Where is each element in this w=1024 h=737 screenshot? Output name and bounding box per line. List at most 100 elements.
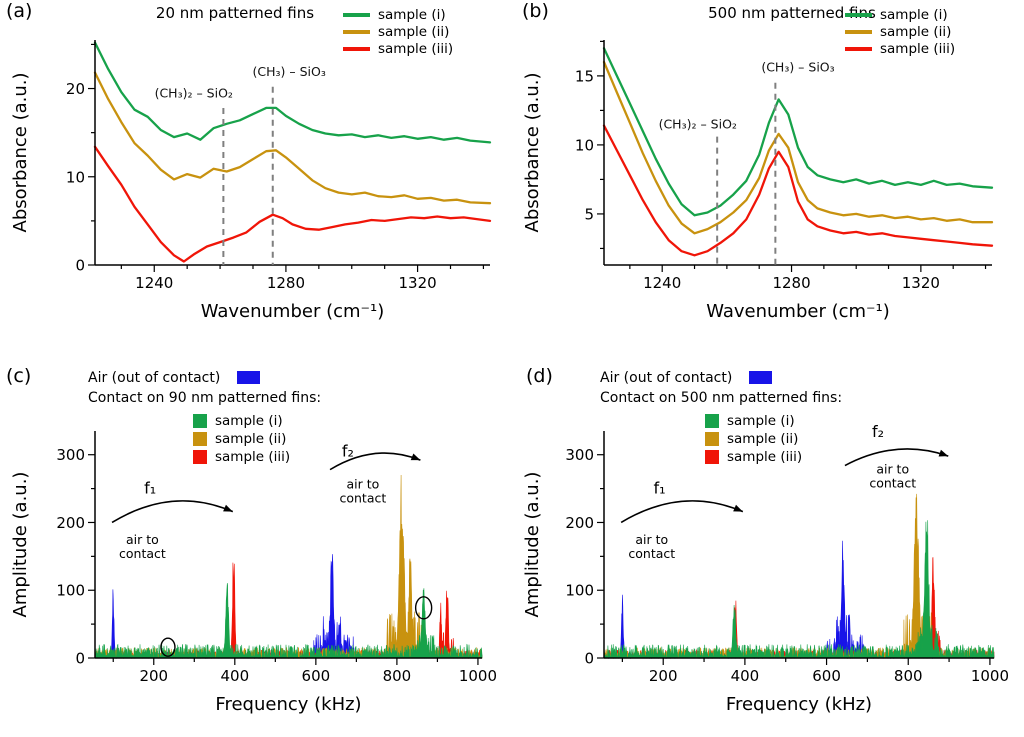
legend-item: sample (iii): [705, 449, 802, 465]
y-axis-label: Amplitude (a.u.): [522, 472, 543, 618]
legend-label: sample (ii): [378, 23, 450, 40]
legend-item: sample (iii): [845, 40, 956, 57]
legend-swatch-square: [193, 431, 207, 446]
annotation-text: air to: [635, 532, 668, 547]
y-tick-label: 100: [565, 582, 594, 600]
legend-item: sample (i): [193, 412, 290, 429]
annotation-arrowhead: [938, 449, 949, 457]
x-tick-label: 600: [812, 667, 841, 685]
y-axis-label: Absorbance (a.u.): [10, 72, 31, 232]
annotation-text: f₁: [654, 478, 666, 497]
highlight-circle: [160, 637, 176, 657]
x-tick-label: 800: [894, 667, 923, 685]
guide-label: (CH₃) – SiO₃: [761, 60, 834, 75]
legend-contact-d: Contact on 500 nm patterned fins:: [600, 390, 843, 406]
x-tick-label: 1320: [902, 274, 940, 292]
series-sample-iii: [602, 124, 994, 257]
legend-swatch-line: [343, 29, 370, 34]
guide-label: (CH₃)₂ – SiO₂: [155, 85, 233, 100]
panel-a: 1240 1280 1320 0 10 20 Wavenumber (cm⁻¹) Absorb…: [0, 0, 512, 363]
annotation-arrow: [329, 452, 421, 471]
legend-label: sample (iii): [215, 448, 291, 465]
chart-d-canvas: 200 400 600 800 1000 0 100 200 300 Frequency (kHz…: [522, 422, 1009, 715]
legend-swatch-square: [193, 413, 207, 428]
x-axis-label: Wavenumber (cm⁻¹): [706, 301, 890, 322]
annotation-text: f₂: [872, 422, 884, 441]
annotation-arrowhead: [410, 453, 421, 461]
panel-title-b: 500 nm patterned fins: [708, 4, 876, 22]
y-tick-label: 0: [75, 257, 85, 275]
legend-label: sample (iii): [880, 40, 956, 57]
legend-label: sample (i): [880, 6, 948, 23]
annotation-arrowhead: [223, 504, 233, 512]
annotation-arrow: [111, 500, 234, 524]
annotation-text: air to: [126, 532, 159, 547]
legend-swatch-line: [845, 12, 872, 17]
annotation-arrowhead: [733, 504, 743, 512]
panel-d: 200 400 600 800 1000 0 100 200 300 Frequency (kHz…: [512, 363, 1024, 737]
legend-item: sample (ii): [705, 430, 802, 447]
legend-item: sample (iii): [343, 40, 454, 57]
y-tick-label: 10: [575, 136, 594, 154]
panel-label-c: (c): [6, 365, 32, 387]
legend-b: sample (i) sample (ii) sample (iii): [845, 6, 956, 57]
legend-air-swatch: [749, 371, 773, 384]
series-sample-i: [602, 47, 994, 217]
legend-label: sample (ii): [880, 23, 952, 40]
series-sample-i: [93, 41, 492, 144]
legend-item: sample (ii): [845, 23, 955, 40]
legend-item: sample (i): [845, 6, 955, 23]
y-axis-label: Amplitude (a.u.): [10, 472, 31, 618]
y-tick-label: 10: [66, 168, 85, 186]
legend-item: sample (ii): [343, 23, 453, 40]
annotation-arrow: [844, 448, 949, 467]
y-tick-label: 5: [584, 205, 594, 223]
y-tick-label: 0: [75, 650, 85, 668]
legend-swatch-line: [343, 12, 370, 17]
legend-swatch-square: [705, 431, 719, 446]
legend-swatch-line: [845, 29, 872, 34]
legend-air-d: Air (out of contact): [600, 369, 773, 386]
annotation-text: f₁: [144, 478, 156, 497]
guide-label: (CH₃)₂ – SiO₂: [659, 116, 737, 131]
legend-swatch-square: [705, 449, 719, 464]
legend-c: sample (i) sample (ii) sample (iii): [193, 412, 291, 465]
annotation-text: air to: [876, 462, 909, 477]
x-tick-label: 1280: [772, 274, 810, 292]
legend-d: sample (i) sample (ii) sample (iii): [705, 412, 802, 465]
x-tick-label: 1280: [267, 274, 305, 292]
x-tick-label: 200: [139, 667, 168, 685]
legend-label: sample (ii): [727, 430, 799, 447]
series-sample-i: [94, 583, 483, 660]
legend-item: sample (ii): [193, 430, 290, 447]
x-tick-label: 800: [383, 667, 412, 685]
panel-b: 1240 1280 1320 5 10 15 Wavenumber (cm⁻¹) Absorb…: [512, 0, 1024, 363]
y-tick-label: 200: [565, 514, 594, 532]
highlight-circle: [414, 596, 433, 620]
x-tick-label: 600: [302, 667, 331, 685]
x-axis-label: Wavenumber (cm⁻¹): [201, 301, 385, 322]
panel-c: 200 400 600 800 1000 0 100 200 300 Frequency (kHz…: [0, 363, 512, 737]
x-axis-label: Frequency (kHz): [215, 694, 361, 715]
legend-contact-c: Contact on 90 nm patterned fins:: [88, 390, 322, 406]
y-tick-label: 15: [575, 67, 594, 85]
legend-label: sample (iii): [378, 40, 454, 57]
x-tick-label: 1240: [135, 274, 173, 292]
legend-label: sample (i): [215, 412, 283, 429]
guide-label: (CH₃) – SiO₃: [253, 64, 326, 79]
legend-a: sample (i) sample (ii) sample (iii): [343, 6, 454, 57]
panel-label-a: (a): [6, 0, 33, 22]
y-tick-label: 20: [66, 80, 85, 98]
legend-label: sample (i): [727, 412, 795, 429]
panel-title-a: 20 nm patterned fins: [155, 4, 315, 22]
y-tick-label: 300: [565, 446, 594, 464]
chart-b-canvas: 1240 1280 1320 5 10 15 Wavenumber (cm⁻¹) Absorb…: [522, 40, 994, 322]
x-tick-label: 1000: [459, 667, 497, 685]
legend-air-label: Air (out of contact): [600, 369, 733, 386]
annotation-arrow: [620, 500, 744, 524]
legend-swatch-square: [705, 413, 719, 428]
legend-item: sample (i): [705, 412, 802, 429]
legend-label: sample (ii): [215, 430, 287, 447]
legend-label: sample (i): [378, 6, 446, 23]
series-sample-iii: [93, 145, 492, 263]
